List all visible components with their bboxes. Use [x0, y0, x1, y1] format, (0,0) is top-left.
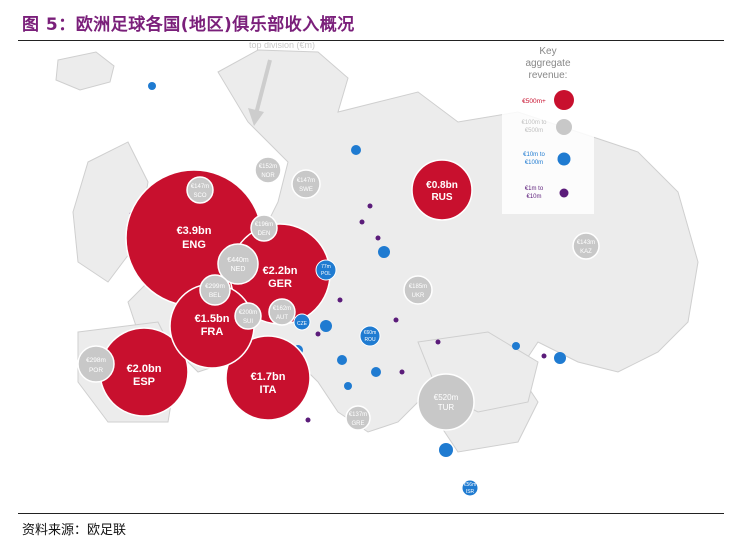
country-code-rus: RUS [431, 192, 452, 203]
country-value-eng: €3.9bn [177, 225, 212, 237]
country-code-esp: ESP [133, 376, 155, 388]
country-code-ukr: UKR [412, 293, 425, 299]
country-circle-por: €298m POR [77, 345, 115, 383]
country-circle-isr: €56m ISR [461, 479, 479, 497]
legend-label: €10m [526, 194, 541, 200]
europe-revenue-map: top division (€m) €3.9bn ENG €2.2bn GER [55, 42, 699, 497]
legend-label: €100m to [521, 120, 547, 126]
country-value-rus: €0.8bn [426, 180, 458, 191]
country-value-bel: €299m [205, 283, 225, 290]
country-value-nor: €152m [259, 164, 277, 170]
pointer-arrow-icon [248, 59, 272, 126]
tier-100m-circles: €520m TUR €440m NED €299m BEL €298m POR … [77, 156, 600, 431]
country-value-aut: €162m [273, 306, 291, 312]
page-title: 图 5：欧洲足球各国(地区)俱乐部收入概况 [22, 15, 355, 35]
country-code-nor: NOR [261, 173, 275, 179]
country-circle-ita: €1.7bn ITA [225, 335, 311, 421]
country-code-den: DEN [258, 231, 271, 237]
country-circle-ukr: €185m UKR [403, 275, 433, 305]
legend-label: €100m [525, 160, 543, 166]
country-value-rou: €60m [364, 330, 377, 336]
country-value-tur: €520m [434, 393, 459, 402]
title-divider [18, 40, 724, 41]
country-circle-den: €196m DEN [250, 214, 278, 242]
legend-label: €10m to [523, 152, 545, 158]
country-code-kaz: KAZ [580, 249, 592, 255]
country-code-cze: CZE [297, 321, 308, 327]
country-code-ned: NED [231, 266, 246, 273]
country-code-eng: ENG [182, 239, 206, 251]
country-code-rou: ROU [364, 337, 376, 343]
legend-item-500m: €500m+ [522, 90, 574, 110]
legend-item-1m: €1m to €10m [525, 186, 569, 200]
legend-swatch [559, 188, 569, 198]
legend-swatch [557, 152, 571, 166]
country-value-ned: €440m [227, 257, 249, 264]
country-code-gre: GRE [351, 421, 364, 427]
country-value-esp: €2.0bn [127, 363, 162, 375]
country-circle-tur: €520m TUR [417, 373, 475, 431]
legend-title-line-2: aggregate [525, 58, 570, 69]
legend-item-100m: €100m to €500m [521, 119, 572, 135]
country-value-pol: 77m [321, 264, 331, 270]
country-value-ger: €2.2bn [263, 265, 298, 277]
country-code-sui: SUI [243, 319, 253, 325]
country-circle-sui: €200m SUI [234, 302, 262, 330]
country-value-sco: €147m [191, 184, 209, 190]
country-value-ita: €1.7bn [251, 371, 286, 383]
country-code-bel: BEL [209, 292, 222, 299]
footer-divider [18, 513, 724, 514]
country-code-tur: TUR [438, 403, 455, 412]
country-circle-cze: CZE [293, 313, 311, 331]
country-value-por: €298m [86, 357, 106, 364]
country-value-gre: €137m [349, 412, 367, 418]
country-circle-rus: €0.8bn RUS [411, 159, 473, 221]
country-code-sco: SCO [193, 193, 206, 199]
legend-title-line-3: revenue: [529, 70, 568, 81]
country-value-den: €196m [255, 222, 273, 228]
country-code-isr: ISR [466, 489, 475, 495]
country-circle-rou: €60m ROU [359, 325, 381, 347]
country-circle-esp: €2.0bn ESP [99, 327, 189, 417]
country-code-ita: ITA [260, 384, 277, 396]
country-circle-aut: €162m AUT [268, 298, 296, 326]
country-code-por: POR [89, 367, 103, 374]
legend-label: €500m+ [522, 98, 546, 105]
legend: Key aggregate revenue: €500m+ €100m to €… [502, 42, 594, 214]
top-division-note: top division (€m) [249, 42, 315, 50]
tier-10m-labeled-circles: 77m POL €60m ROU CZE €56m ISR [293, 259, 479, 497]
country-circle-sco: €147m SCO [186, 176, 214, 204]
legend-label: €500m [525, 128, 543, 134]
country-circle-kaz: €143m KAZ [572, 232, 600, 260]
country-code-pol: POL [321, 271, 331, 277]
country-circle-ned: €440m NED [217, 243, 259, 285]
country-value-ukr: €185m [409, 284, 427, 290]
legend-swatch [556, 119, 572, 135]
country-circle-swe: €147m SWE [291, 169, 321, 199]
legend-title-line-1: Key [539, 46, 556, 57]
country-circle-pol: 77m POL [315, 259, 337, 281]
legend-swatch [554, 90, 574, 110]
country-value-sui: €200m [239, 310, 257, 316]
country-circle-bel: €299m BEL [199, 274, 231, 306]
country-value-kaz: €143m [577, 240, 595, 246]
country-circle-gre: €137m GRE [345, 405, 371, 431]
country-value-isr: €56m [464, 482, 477, 488]
country-code-fra: FRA [201, 326, 224, 338]
legend-label: €1m to [525, 186, 544, 192]
legend-item-10m: €10m to €100m [523, 152, 571, 166]
source-note: 资料来源：欧足联 [22, 523, 127, 538]
country-circle-nor: €152m NOR [254, 156, 282, 184]
country-code-swe: SWE [299, 187, 313, 193]
country-value-swe: €147m [297, 178, 315, 184]
country-value-fra: €1.5bn [195, 313, 230, 325]
country-code-aut: AUT [276, 315, 288, 321]
country-code-ger: GER [268, 278, 292, 290]
